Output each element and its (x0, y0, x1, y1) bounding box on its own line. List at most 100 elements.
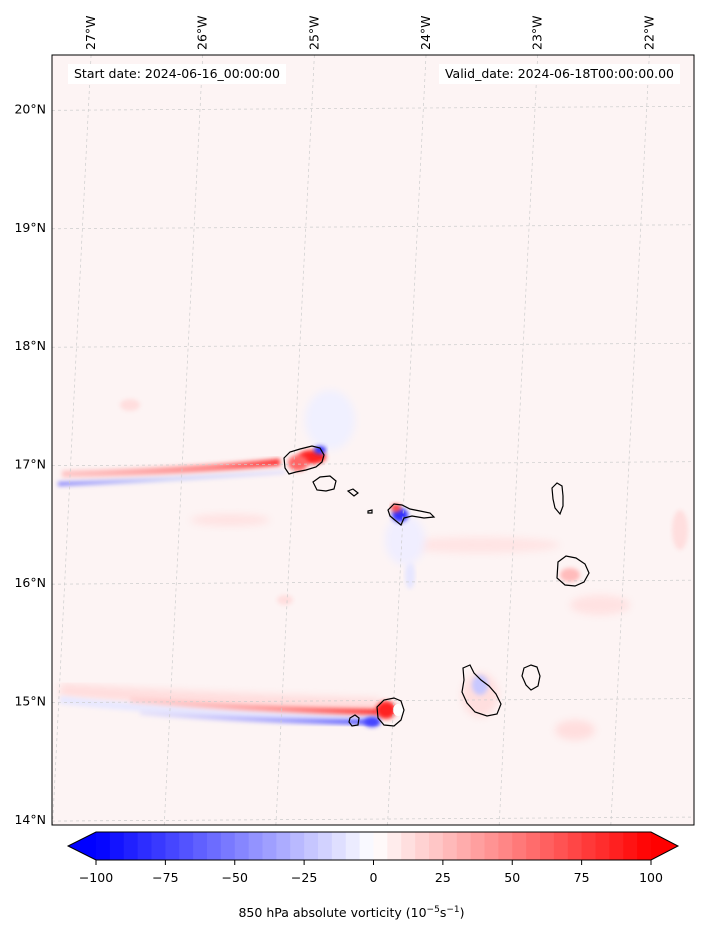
colorbar-cell (415, 832, 430, 860)
colorbar-cells (68, 832, 678, 860)
latitude-labels: 14°N 15°N 16°N 17°N 18°N 19°N 20°N (14, 101, 46, 827)
colorbar-cell (609, 832, 624, 860)
colorbar-cell (193, 832, 208, 860)
lon-gridline (275, 55, 315, 825)
lon-gridline (387, 55, 427, 825)
colorbar-cell (318, 832, 333, 860)
lat-tick-label: 19°N (14, 220, 46, 235)
island-fogo (376, 697, 405, 727)
island-santa-luzia (346, 488, 359, 497)
colorbar-outline (66, 831, 680, 861)
island-brava (348, 714, 360, 727)
vorticity-field (57, 390, 688, 740)
colorbar-cell (540, 832, 555, 860)
colorbar-tick-label: −25 (291, 870, 317, 885)
lat-tick-label: 17°N (14, 457, 46, 472)
lat-gridline (52, 579, 694, 585)
colorbar-cell (137, 832, 153, 860)
colorbar-cell (304, 832, 319, 860)
lon-gridline (610, 55, 650, 825)
colorbar-cell (207, 832, 222, 860)
colorbar-tick-label: 25 (435, 870, 451, 885)
island-boa-vista (556, 555, 590, 587)
lat-gridline (52, 105, 694, 111)
colorbar-cell (109, 832, 125, 860)
map-frame (51, 54, 695, 826)
island-santiago (461, 664, 502, 717)
colorbar-cell (567, 832, 583, 860)
colorbar-cell (484, 832, 499, 860)
colorbar-tick-label: −100 (79, 870, 113, 885)
longitude-labels: 27°W 26°W 25°W 24°W 23°W 22°W (83, 15, 656, 50)
colorbar-cell (290, 832, 305, 860)
colorbar-cell (96, 832, 111, 860)
vorticity-map: 27°W 26°W 25°W 24°W 23°W 22°W 14°N 15°N 16°N 17°… (14, 15, 695, 827)
colorbar-cell (262, 832, 277, 860)
colorbar-label: 850 hPa absolute vorticity (10−5s−1) (238, 905, 465, 921)
colorbar-ticks: −100 −75 −50 −25 0 25 50 75 100 (79, 860, 663, 885)
colorbar-cell (276, 832, 291, 860)
colorbar-tick-label: −50 (222, 870, 248, 885)
colorbar-cell (234, 832, 250, 860)
valid-date-annotation: Valid_date: 2024-06-18T00:00:00.00 (438, 64, 680, 84)
colorbar-tick-label: 75 (574, 870, 590, 885)
colorbar-extend-low (68, 832, 96, 860)
colorbar-cell (456, 832, 472, 860)
colorbar-tick-label: 50 (504, 870, 520, 885)
colorbar-cell (248, 832, 264, 860)
lat-gridline (52, 698, 694, 703)
lon-tick-label: 25°W (306, 15, 321, 50)
colorbar-cell (581, 832, 597, 860)
colorbar-cell (498, 832, 513, 860)
island-maio (521, 664, 541, 691)
lat-tick-label: 20°N (14, 101, 46, 116)
lon-tick-label: 22°W (641, 15, 656, 50)
colorbar-cell (470, 832, 486, 860)
island-branco (367, 509, 373, 514)
lat-gridline (52, 816, 694, 822)
colorbar-cell (512, 832, 527, 860)
lon-gridline (498, 55, 539, 825)
colorbar-cell (637, 832, 652, 860)
colorbar-cell (429, 832, 444, 860)
island-sao-nicolau (387, 503, 436, 526)
colorbar-tick-label: 100 (639, 870, 663, 885)
colorbar-cell (151, 832, 166, 860)
island-sao-vicente (312, 475, 337, 492)
colorbar-tick-label: −75 (152, 870, 178, 885)
colorbar-cell (345, 832, 361, 860)
lon-tick-label: 27°W (83, 15, 98, 50)
colorbar-cell (373, 832, 388, 860)
colorbar-cell (623, 832, 638, 860)
island-santo-antao (283, 445, 325, 475)
colorbar-cell (401, 832, 416, 860)
colorbar-cell (387, 832, 402, 860)
colorbar-cell (123, 832, 139, 860)
lat-gridline (52, 342, 694, 348)
island-sal (551, 482, 564, 516)
lat-tick-label: 16°N (14, 575, 46, 590)
colorbar-cell (442, 832, 458, 860)
gridlines (52, 55, 694, 825)
lon-tick-label: 23°W (530, 15, 545, 50)
colorbar-cell (359, 832, 375, 860)
lat-tick-label: 18°N (14, 338, 46, 353)
lon-gridline (163, 55, 204, 825)
lat-gridline (52, 224, 694, 230)
colorbar-cell (526, 832, 541, 860)
start-date-annotation: Start date: 2024-06-16_00:00:00 (68, 64, 286, 84)
lon-tick-label: 24°W (418, 15, 433, 50)
lon-gridline (52, 55, 92, 825)
colorbar-cell (331, 832, 347, 860)
colorbar-tick-label: 0 (370, 870, 378, 885)
colorbar-cell (220, 832, 236, 860)
colorbar-cell (165, 832, 180, 860)
lat-tick-label: 14°N (14, 812, 46, 827)
lon-tick-label: 26°W (195, 15, 210, 50)
colorbar-cell (595, 832, 610, 860)
colorbar-cell (179, 832, 194, 860)
colorbar-extend-high (651, 832, 678, 860)
lat-gridline (52, 461, 694, 467)
colorbar-cell (553, 832, 569, 860)
lat-tick-label: 15°N (14, 694, 46, 709)
